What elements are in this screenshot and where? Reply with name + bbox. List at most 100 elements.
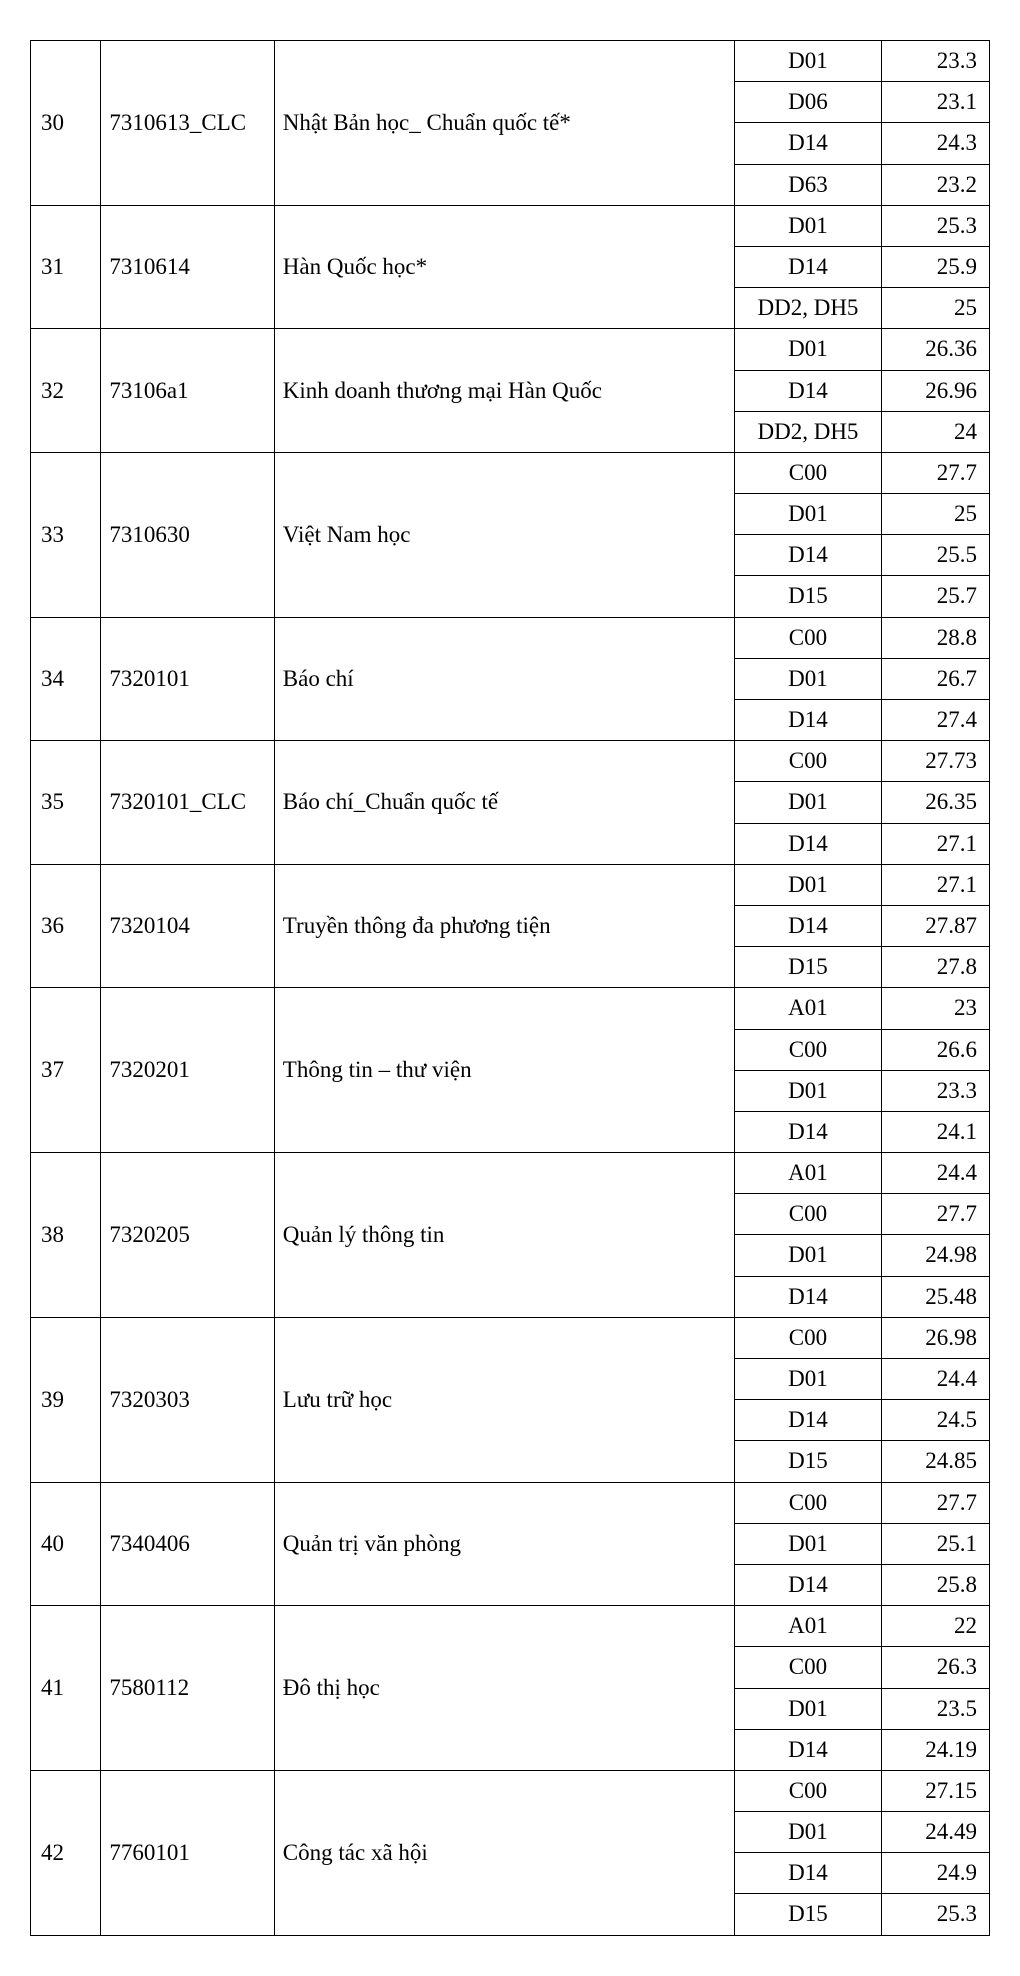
cell-score: 27.7 xyxy=(881,452,989,493)
cell-score: 27.7 xyxy=(881,1194,989,1235)
cell-stt: 38 xyxy=(31,1153,101,1318)
table-row: 397320303Lưu trữ họcC0026.98 xyxy=(31,1317,990,1358)
cell-score: 25.3 xyxy=(881,1894,989,1935)
cell-subject-group: D01 xyxy=(735,1235,881,1276)
cell-code: 7760101 xyxy=(101,1770,274,1935)
cell-name: Kinh doanh thương mại Hàn Quốc xyxy=(274,329,735,453)
cell-subject-group: D14 xyxy=(735,535,881,576)
cell-score: 23.3 xyxy=(881,41,989,82)
cell-subject-group: D15 xyxy=(735,947,881,988)
admission-scores-table: 307310613_CLCNhật Bản học_ Chuẩn quốc tế… xyxy=(30,40,990,1936)
cell-code: 7340406 xyxy=(101,1482,274,1606)
cell-subject-group: C00 xyxy=(735,1647,881,1688)
cell-stt: 40 xyxy=(31,1482,101,1606)
cell-score: 24.4 xyxy=(881,1359,989,1400)
cell-name: Quản lý thông tin xyxy=(274,1153,735,1318)
cell-name: Thông tin – thư viện xyxy=(274,988,735,1153)
cell-score: 23.3 xyxy=(881,1070,989,1111)
cell-subject-group: D01 xyxy=(735,782,881,823)
cell-subject-group: A01 xyxy=(735,1153,881,1194)
cell-score: 24.9 xyxy=(881,1853,989,1894)
cell-subject-group: D14 xyxy=(735,905,881,946)
table-row: 347320101Báo chíC0028.8 xyxy=(31,617,990,658)
cell-score: 27.15 xyxy=(881,1770,989,1811)
cell-stt: 32 xyxy=(31,329,101,453)
cell-subject-group: D14 xyxy=(735,1400,881,1441)
cell-score: 27.87 xyxy=(881,905,989,946)
cell-score: 23.2 xyxy=(881,164,989,205)
cell-score: 25.7 xyxy=(881,576,989,617)
cell-subject-group: D01 xyxy=(735,864,881,905)
table-body: 307310613_CLCNhật Bản học_ Chuẩn quốc tế… xyxy=(31,41,990,1936)
cell-score: 24.19 xyxy=(881,1729,989,1770)
table-row: 307310613_CLCNhật Bản học_ Chuẩn quốc tế… xyxy=(31,41,990,82)
cell-subject-group: C00 xyxy=(735,1482,881,1523)
cell-score: 28.8 xyxy=(881,617,989,658)
table-row: 377320201Thông tin – thư việnA0123 xyxy=(31,988,990,1029)
cell-score: 24.4 xyxy=(881,1153,989,1194)
cell-score: 27.1 xyxy=(881,864,989,905)
cell-subject-group: DD2, DH5 xyxy=(735,288,881,329)
cell-score: 23.5 xyxy=(881,1688,989,1729)
cell-code: 73106a1 xyxy=(101,329,274,453)
cell-stt: 30 xyxy=(31,41,101,206)
cell-subject-group: D14 xyxy=(735,370,881,411)
cell-name: Hàn Quốc học* xyxy=(274,205,735,329)
cell-subject-group: D01 xyxy=(735,658,881,699)
table-row: 387320205Quản lý thông tinA0124.4 xyxy=(31,1153,990,1194)
cell-score: 25.5 xyxy=(881,535,989,576)
cell-stt: 33 xyxy=(31,452,101,617)
cell-score: 27.7 xyxy=(881,1482,989,1523)
cell-score: 24.98 xyxy=(881,1235,989,1276)
cell-subject-group: D14 xyxy=(735,700,881,741)
cell-code: 7320201 xyxy=(101,988,274,1153)
table-row: 407340406Quản trị văn phòngC0027.7 xyxy=(31,1482,990,1523)
cell-subject-group: D14 xyxy=(735,1853,881,1894)
cell-subject-group: DD2, DH5 xyxy=(735,411,881,452)
cell-subject-group: D15 xyxy=(735,1894,881,1935)
cell-code: 7580112 xyxy=(101,1606,274,1771)
cell-name: Truyền thông đa phương tiện xyxy=(274,864,735,988)
cell-code: 7320104 xyxy=(101,864,274,988)
cell-subject-group: D01 xyxy=(735,41,881,82)
table-row: 3273106a1Kinh doanh thương mại Hàn QuốcD… xyxy=(31,329,990,370)
cell-subject-group: D14 xyxy=(735,823,881,864)
cell-name: Công tác xã hội xyxy=(274,1770,735,1935)
table-row: 337310630Việt Nam họcC0027.7 xyxy=(31,452,990,493)
cell-stt: 35 xyxy=(31,741,101,865)
cell-subject-group: D01 xyxy=(735,1359,881,1400)
cell-score: 26.7 xyxy=(881,658,989,699)
cell-subject-group: D01 xyxy=(735,1070,881,1111)
cell-subject-group: A01 xyxy=(735,1606,881,1647)
cell-subject-group: D14 xyxy=(735,123,881,164)
cell-score: 24 xyxy=(881,411,989,452)
cell-score: 23 xyxy=(881,988,989,1029)
table-row: 357320101_CLCBáo chí_Chuẩn quốc tếC0027.… xyxy=(31,741,990,782)
cell-code: 7320303 xyxy=(101,1317,274,1482)
cell-code: 7320101 xyxy=(101,617,274,741)
cell-score: 24.85 xyxy=(881,1441,989,1482)
cell-name: Nhật Bản học_ Chuẩn quốc tế* xyxy=(274,41,735,206)
cell-name: Báo chí_Chuẩn quốc tế xyxy=(274,741,735,865)
cell-subject-group: C00 xyxy=(735,452,881,493)
cell-subject-group: C00 xyxy=(735,1029,881,1070)
cell-score: 26.3 xyxy=(881,1647,989,1688)
cell-subject-group: D01 xyxy=(735,1812,881,1853)
cell-subject-group: D14 xyxy=(735,1729,881,1770)
cell-subject-group: C00 xyxy=(735,617,881,658)
cell-name: Quản trị văn phòng xyxy=(274,1482,735,1606)
cell-subject-group: D14 xyxy=(735,1564,881,1605)
table-row: 367320104Truyền thông đa phương tiệnD012… xyxy=(31,864,990,905)
cell-stt: 42 xyxy=(31,1770,101,1935)
cell-name: Việt Nam học xyxy=(274,452,735,617)
cell-name: Báo chí xyxy=(274,617,735,741)
cell-score: 25.1 xyxy=(881,1523,989,1564)
cell-name: Đô thị học xyxy=(274,1606,735,1771)
table-row: 417580112Đô thị họcA0122 xyxy=(31,1606,990,1647)
cell-subject-group: A01 xyxy=(735,988,881,1029)
cell-stt: 37 xyxy=(31,988,101,1153)
cell-score: 27.8 xyxy=(881,947,989,988)
cell-subject-group: D15 xyxy=(735,576,881,617)
cell-score: 26.6 xyxy=(881,1029,989,1070)
cell-score: 26.96 xyxy=(881,370,989,411)
